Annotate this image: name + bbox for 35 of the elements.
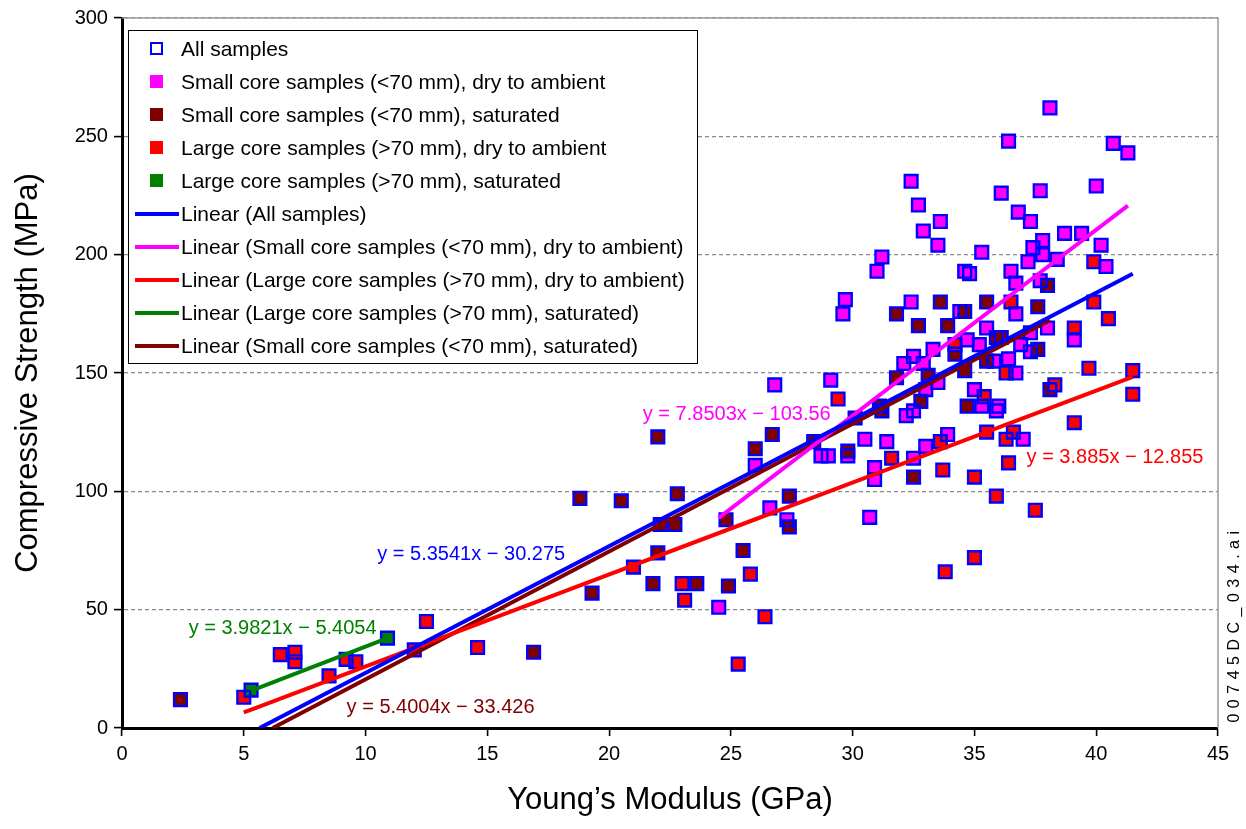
legend-label: Small core samples (<70 mm), saturated xyxy=(181,102,560,127)
annotation: y = 5.3541x − 30.275 xyxy=(377,541,566,564)
x-tick-label: 20 xyxy=(597,741,621,764)
x-tick-label: 0 xyxy=(116,741,128,764)
x-tick-label: 30 xyxy=(841,741,864,764)
legend-label: Linear (All samples) xyxy=(181,201,367,226)
text: 00745DC_034.ai xyxy=(1224,524,1243,723)
x-tick-label: 10 xyxy=(354,741,377,764)
annotation: y = 3.885x − 12.855 xyxy=(1026,445,1204,468)
legend-label: Small core samples (<70 mm), dry to ambient xyxy=(181,69,606,94)
x-tick-label: 45 xyxy=(1206,741,1230,764)
x-tick-label: 40 xyxy=(1085,741,1108,764)
legend-label: All samples xyxy=(181,36,289,61)
legend-label: Linear (Small core samples (<70 mm), saturated) xyxy=(181,333,638,358)
y-tick-label: 200 xyxy=(74,242,108,265)
x-axis-title: Young’s Modulus (GPa) xyxy=(507,780,833,816)
y-tick-label: 150 xyxy=(74,360,108,383)
legend-label: Large core samples (>70 mm), saturated xyxy=(181,168,561,193)
legend-label: Linear (Large core samples (>70 mm), saturated) xyxy=(181,300,640,325)
y-tick-label: 250 xyxy=(74,123,108,146)
y-tick-label: 300 xyxy=(74,5,108,28)
y-tick-label: 50 xyxy=(85,597,108,620)
x-tick-label: 15 xyxy=(476,741,499,764)
legend-label: Linear (Small core samples (<70 mm), dry to ambient) xyxy=(181,234,684,259)
annotation: y = 3.9821x − 5.4054 xyxy=(188,615,377,638)
x-tick-label: 35 xyxy=(963,741,986,764)
annotation: y = 5.4004x − 33.426 xyxy=(346,694,535,717)
y-tick-label: 100 xyxy=(74,478,108,501)
legend-label: Linear (Large core samples (>70 mm), dry to ambient) xyxy=(181,267,685,292)
x-tick-label: 5 xyxy=(238,741,250,764)
y-axis-title: Compressive Strength (MPa) xyxy=(9,173,45,573)
y-tick-label: 0 xyxy=(96,715,108,738)
legend-label: Large core samples (>70 mm), dry to ambient xyxy=(181,135,607,160)
annotation: y = 7.8503x − 103.56 xyxy=(642,402,831,425)
x-tick-label: 25 xyxy=(719,741,743,764)
